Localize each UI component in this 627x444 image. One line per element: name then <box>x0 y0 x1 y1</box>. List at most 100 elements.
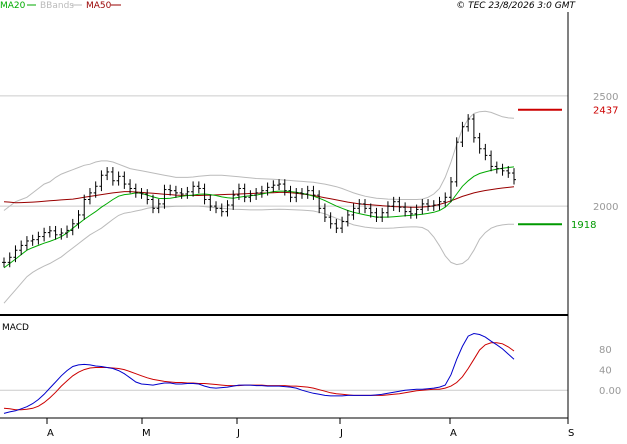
ma20-line <box>3 166 515 269</box>
price-bar <box>191 181 196 197</box>
macd-tick-80: 80 <box>599 345 612 356</box>
price-bar <box>397 196 402 213</box>
x-axis-label: A <box>450 428 457 439</box>
x-axis-label: M <box>142 428 151 439</box>
price-bar <box>380 207 385 222</box>
price-bar <box>340 216 345 234</box>
price-bar <box>454 137 459 187</box>
price-bar <box>65 225 70 238</box>
price-bar <box>391 196 396 211</box>
macd-title: MACD <box>2 323 29 333</box>
legend-ma20-label: MA20 <box>0 1 26 11</box>
x-axis-label: J <box>236 428 240 439</box>
price-bar <box>448 177 453 203</box>
price-bar <box>254 188 259 200</box>
price-bar <box>105 167 110 181</box>
price-bar <box>168 184 173 196</box>
price-bar <box>87 188 92 205</box>
price-bar <box>173 185 178 198</box>
price-bar <box>185 186 190 199</box>
price-bar <box>512 168 516 185</box>
price-bar <box>76 210 81 229</box>
price-bar <box>24 236 29 251</box>
macd-tick-0: 0.00 <box>599 386 621 397</box>
price-bar <box>93 181 98 198</box>
price-bar <box>506 165 511 178</box>
price-bar <box>368 203 373 218</box>
price-bar <box>414 204 419 219</box>
macd-signal-line <box>3 342 515 411</box>
price-bar <box>489 150 494 172</box>
price-bar <box>13 245 18 263</box>
price-bar <box>99 170 104 192</box>
price-bar <box>248 190 253 203</box>
price-bar <box>156 199 161 214</box>
price-bar <box>277 179 282 191</box>
price-bar <box>70 218 75 236</box>
price-bar <box>431 200 436 211</box>
price-bar <box>214 201 219 214</box>
legend-bbands-label: BBands <box>40 1 74 11</box>
price-bar <box>139 188 144 199</box>
price-bar <box>288 185 293 203</box>
price-bar <box>2 257 6 268</box>
price-bar <box>42 227 47 242</box>
x-axis-label: J <box>339 428 343 439</box>
copyright-notice: © TEC 23/8/2026 3:0 GMT <box>456 1 576 11</box>
macd-line <box>3 332 515 414</box>
price-bar <box>145 189 150 205</box>
price-bar <box>196 181 201 194</box>
macd-tick-40: 40 <box>599 366 612 377</box>
price-bar <box>426 199 431 211</box>
price-bar <box>282 179 287 196</box>
legend-ma50-label: MA50 <box>86 1 112 11</box>
price-bar <box>7 252 12 268</box>
price-bar <box>110 167 115 186</box>
price-panel: 2500 2000 2437 1918 <box>0 92 618 304</box>
price-bar <box>53 225 58 240</box>
price-bar <box>322 203 327 222</box>
price-bar <box>30 234 35 246</box>
price-bar <box>259 185 264 198</box>
price-bar <box>19 240 24 256</box>
resistance-level-label: 2437 <box>593 106 618 117</box>
price-bar <box>500 163 505 176</box>
price-bar <box>219 203 224 217</box>
price-bar <box>242 183 247 203</box>
price-bar <box>363 199 368 214</box>
price-bar <box>128 179 133 194</box>
bbands-upper-line <box>3 110 515 211</box>
price-bar <box>437 196 442 210</box>
price-bar <box>374 207 379 222</box>
price-bar <box>116 171 121 186</box>
price-bar <box>345 210 350 227</box>
support-level-label: 1918 <box>571 220 596 231</box>
price-bar <box>299 188 304 199</box>
price-bar <box>357 199 362 214</box>
x-axis-label: A <box>47 428 54 439</box>
price-bar <box>271 180 276 193</box>
price-bar <box>133 183 138 198</box>
price-bar <box>471 114 476 143</box>
price-bar <box>443 192 448 207</box>
price-bar <box>466 114 471 132</box>
chart-legend: MA20 BBands MA50 <box>0 1 121 11</box>
price-bar <box>328 212 333 229</box>
price-bar <box>494 161 499 174</box>
price-bar <box>59 228 64 240</box>
price-bar <box>36 231 41 245</box>
price-bar <box>317 190 322 214</box>
x-axis-label: S <box>568 428 574 439</box>
price-bar <box>351 203 356 220</box>
price-bar <box>403 202 408 217</box>
price-bar <box>460 121 465 147</box>
price-bar <box>477 132 482 154</box>
price-bar <box>483 143 488 161</box>
price-bar <box>420 199 425 215</box>
price-bar <box>305 185 310 199</box>
price-bar <box>179 188 184 199</box>
price-bar <box>202 183 207 205</box>
price-bar <box>150 194 155 214</box>
